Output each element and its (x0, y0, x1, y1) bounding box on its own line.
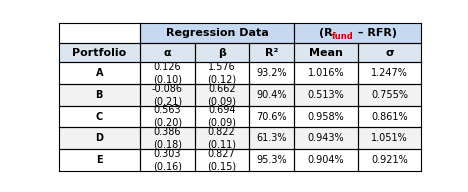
Bar (249, 127, 294, 149)
Bar (294, 23, 421, 43)
Bar (58, 23, 140, 43)
Text: 0.943%: 0.943% (307, 133, 344, 143)
Bar (195, 84, 249, 106)
Bar (58, 84, 140, 106)
Bar (249, 149, 294, 171)
Text: α: α (163, 48, 171, 58)
Bar (195, 127, 249, 149)
Text: fund: fund (332, 32, 354, 41)
Text: 0.303
(0.16): 0.303 (0.16) (153, 149, 182, 171)
Text: 0.904%: 0.904% (307, 155, 344, 165)
Text: 1.576
(0.12): 1.576 (0.12) (207, 62, 236, 84)
Text: A: A (95, 68, 103, 78)
Text: 70.6%: 70.6% (256, 112, 287, 122)
Text: Mean: Mean (309, 48, 343, 58)
Bar (249, 84, 294, 106)
Text: 61.3%: 61.3% (256, 133, 287, 143)
Bar (140, 84, 195, 106)
Text: 0.827
(0.15): 0.827 (0.15) (207, 149, 236, 171)
Bar (140, 149, 195, 171)
Bar (294, 106, 358, 127)
Bar (58, 43, 140, 62)
Text: 0.755%: 0.755% (371, 90, 408, 100)
Text: E: E (96, 155, 102, 165)
Text: – RFR): – RFR) (354, 28, 397, 38)
Text: Regression Data: Regression Data (166, 28, 269, 38)
Text: 0.662
(0.09): 0.662 (0.09) (207, 84, 236, 106)
Bar (140, 127, 195, 149)
Bar (358, 62, 421, 84)
Text: R²: R² (265, 48, 278, 58)
Bar (249, 62, 294, 84)
Bar (294, 84, 358, 106)
Bar (358, 149, 421, 171)
Bar (140, 23, 294, 43)
Text: B: B (95, 90, 103, 100)
Bar (58, 106, 140, 127)
Bar (294, 149, 358, 171)
Text: β: β (218, 48, 226, 58)
Bar (58, 127, 140, 149)
Bar (294, 62, 358, 84)
Text: 90.4%: 90.4% (256, 90, 287, 100)
Text: 0.921%: 0.921% (371, 155, 408, 165)
Bar (140, 106, 195, 127)
Bar (195, 149, 249, 171)
Bar (358, 43, 421, 62)
Bar (294, 127, 358, 149)
Text: σ: σ (385, 48, 394, 58)
Bar (195, 43, 249, 62)
Bar (58, 149, 140, 171)
Bar (358, 84, 421, 106)
Bar (358, 127, 421, 149)
Text: 0.386
(0.18): 0.386 (0.18) (153, 127, 182, 150)
Text: 0.513%: 0.513% (307, 90, 344, 100)
Bar (294, 43, 358, 62)
Text: 0.861%: 0.861% (371, 112, 408, 122)
Text: 93.2%: 93.2% (256, 68, 287, 78)
Text: C: C (95, 112, 103, 122)
Text: 0.694
(0.09): 0.694 (0.09) (207, 105, 236, 128)
Text: 1.051%: 1.051% (371, 133, 408, 143)
Bar (249, 106, 294, 127)
Bar (58, 62, 140, 84)
Text: 1.247%: 1.247% (371, 68, 408, 78)
Text: 0.822
(0.11): 0.822 (0.11) (207, 127, 236, 150)
Bar (140, 43, 195, 62)
Text: -0.086
(0.21): -0.086 (0.21) (152, 84, 183, 106)
Bar (358, 106, 421, 127)
Bar (195, 106, 249, 127)
Bar (195, 62, 249, 84)
Text: 95.3%: 95.3% (256, 155, 287, 165)
Text: 0.958%: 0.958% (307, 112, 344, 122)
Text: 0.126
(0.10): 0.126 (0.10) (153, 62, 182, 84)
Bar (249, 43, 294, 62)
Text: 1.016%: 1.016% (307, 68, 344, 78)
Text: 0.563
(0.20): 0.563 (0.20) (153, 105, 182, 128)
Bar (140, 62, 195, 84)
Text: D: D (95, 133, 103, 143)
Text: (R: (R (319, 28, 332, 38)
Text: Portfolio: Portfolio (72, 48, 126, 58)
